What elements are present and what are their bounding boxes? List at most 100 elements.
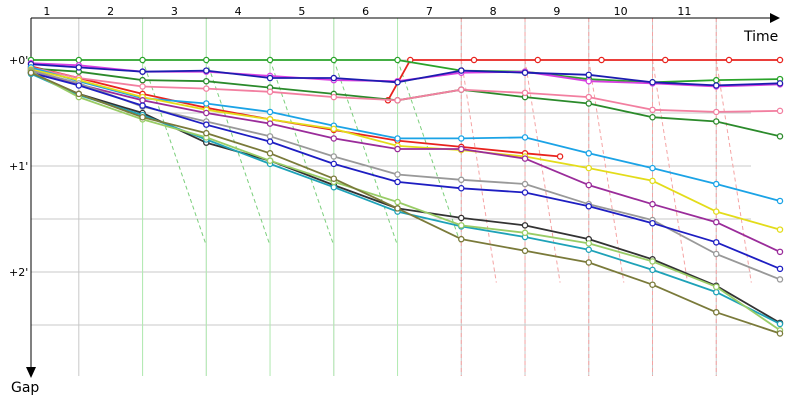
data-point	[649, 177, 656, 185]
data-point	[75, 82, 83, 89]
data-point	[585, 259, 593, 266]
data-point	[203, 129, 210, 137]
data-point	[266, 133, 274, 140]
data-point	[330, 183, 338, 191]
data-point	[521, 134, 529, 141]
data-point	[139, 83, 146, 90]
data-point	[649, 106, 656, 114]
data-point	[649, 79, 656, 86]
data-point	[330, 160, 338, 168]
data-point	[266, 74, 274, 82]
data-point	[458, 176, 465, 184]
data-point	[649, 219, 656, 227]
data-point	[394, 171, 401, 178]
data-point	[649, 164, 656, 172]
data-point	[394, 145, 401, 153]
data-point	[585, 150, 593, 157]
pit-green-diagonal	[397, 59, 462, 246]
pit-red-diagonal	[460, 59, 497, 283]
data-point	[776, 226, 784, 233]
data-point	[556, 153, 564, 160]
data-point	[75, 90, 83, 98]
data-point	[266, 88, 274, 96]
data-point	[458, 135, 465, 142]
data-point	[649, 266, 656, 274]
data-point	[203, 100, 210, 107]
data-point	[458, 145, 465, 153]
data-point	[330, 56, 338, 64]
data-point	[649, 113, 656, 121]
data-point	[713, 239, 720, 246]
data-point	[585, 93, 593, 101]
data-point	[776, 276, 784, 283]
data-point	[458, 222, 465, 229]
x-tick-label: 11	[677, 5, 691, 18]
data-point	[139, 76, 146, 84]
data-point	[139, 97, 146, 104]
pit-green-diagonal	[205, 59, 271, 246]
x-tick-label: 7	[426, 5, 433, 18]
data-point	[585, 71, 593, 79]
data-point	[458, 67, 465, 74]
x-tick-label: 10	[614, 5, 628, 18]
pit-red-diagonal	[715, 59, 752, 283]
data-point	[203, 67, 210, 74]
data-point	[713, 180, 720, 188]
x-axis-label: Time	[743, 29, 778, 45]
data-point	[649, 200, 656, 208]
data-point	[713, 208, 720, 215]
data-point	[394, 178, 401, 186]
data-point	[203, 85, 210, 92]
data-point	[713, 82, 720, 89]
data-point	[585, 181, 593, 189]
data-point	[713, 283, 720, 291]
data-point	[585, 203, 593, 210]
data-point	[521, 89, 529, 97]
series-7	[27, 64, 784, 116]
data-point	[662, 56, 669, 64]
data-point	[330, 74, 338, 82]
data-point	[203, 121, 210, 128]
series-12	[27, 69, 784, 273]
data-point	[330, 153, 338, 160]
data-point	[776, 56, 784, 64]
data-point	[521, 69, 529, 76]
data-point	[394, 135, 401, 142]
data-point	[713, 118, 720, 125]
series-line	[387, 59, 780, 101]
data-point	[713, 309, 720, 316]
data-point	[266, 138, 274, 145]
data-point	[203, 56, 210, 64]
x-axis-arrow-icon	[770, 13, 780, 23]
data-point	[776, 248, 784, 256]
series-line	[30, 65, 561, 158]
data-point	[585, 240, 593, 247]
pit-green-diagonal	[142, 59, 207, 246]
y-axis-label: Gap	[11, 380, 39, 396]
series	[27, 56, 784, 337]
data-point	[521, 229, 529, 237]
data-point	[776, 107, 784, 115]
y-tick-label: +2'	[9, 266, 28, 279]
x-tick-label: 9	[553, 5, 560, 18]
data-point	[394, 97, 401, 104]
data-point	[139, 56, 146, 64]
y-axis-arrow-icon	[26, 367, 36, 378]
data-point	[776, 197, 784, 205]
data-point	[458, 185, 465, 192]
y-tick-label: +1'	[9, 160, 28, 173]
data-point	[521, 189, 529, 196]
data-point	[394, 198, 401, 206]
data-point	[713, 250, 720, 258]
pit-green-diagonal	[333, 59, 399, 246]
tick-labels: 1 2 3 4 5 6 7 8 9 10 11 +0' +1' +2'	[9, 5, 691, 279]
data-point	[330, 175, 338, 182]
data-point	[330, 125, 338, 133]
y-tick-label: +0'	[9, 54, 28, 67]
x-tick-label: 5	[298, 5, 305, 18]
x-tick-label: 3	[171, 5, 178, 18]
data-point	[713, 76, 720, 84]
data-point	[776, 133, 784, 140]
data-point	[266, 108, 274, 116]
data-point	[585, 246, 593, 253]
